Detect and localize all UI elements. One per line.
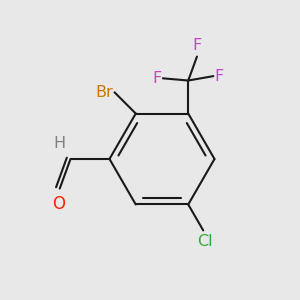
Text: H: H <box>53 136 65 152</box>
Text: F: F <box>215 69 224 84</box>
Text: Cl: Cl <box>197 234 213 249</box>
Text: O: O <box>52 195 65 213</box>
Text: F: F <box>152 71 161 86</box>
Text: Br: Br <box>95 85 113 100</box>
Text: F: F <box>192 38 202 53</box>
